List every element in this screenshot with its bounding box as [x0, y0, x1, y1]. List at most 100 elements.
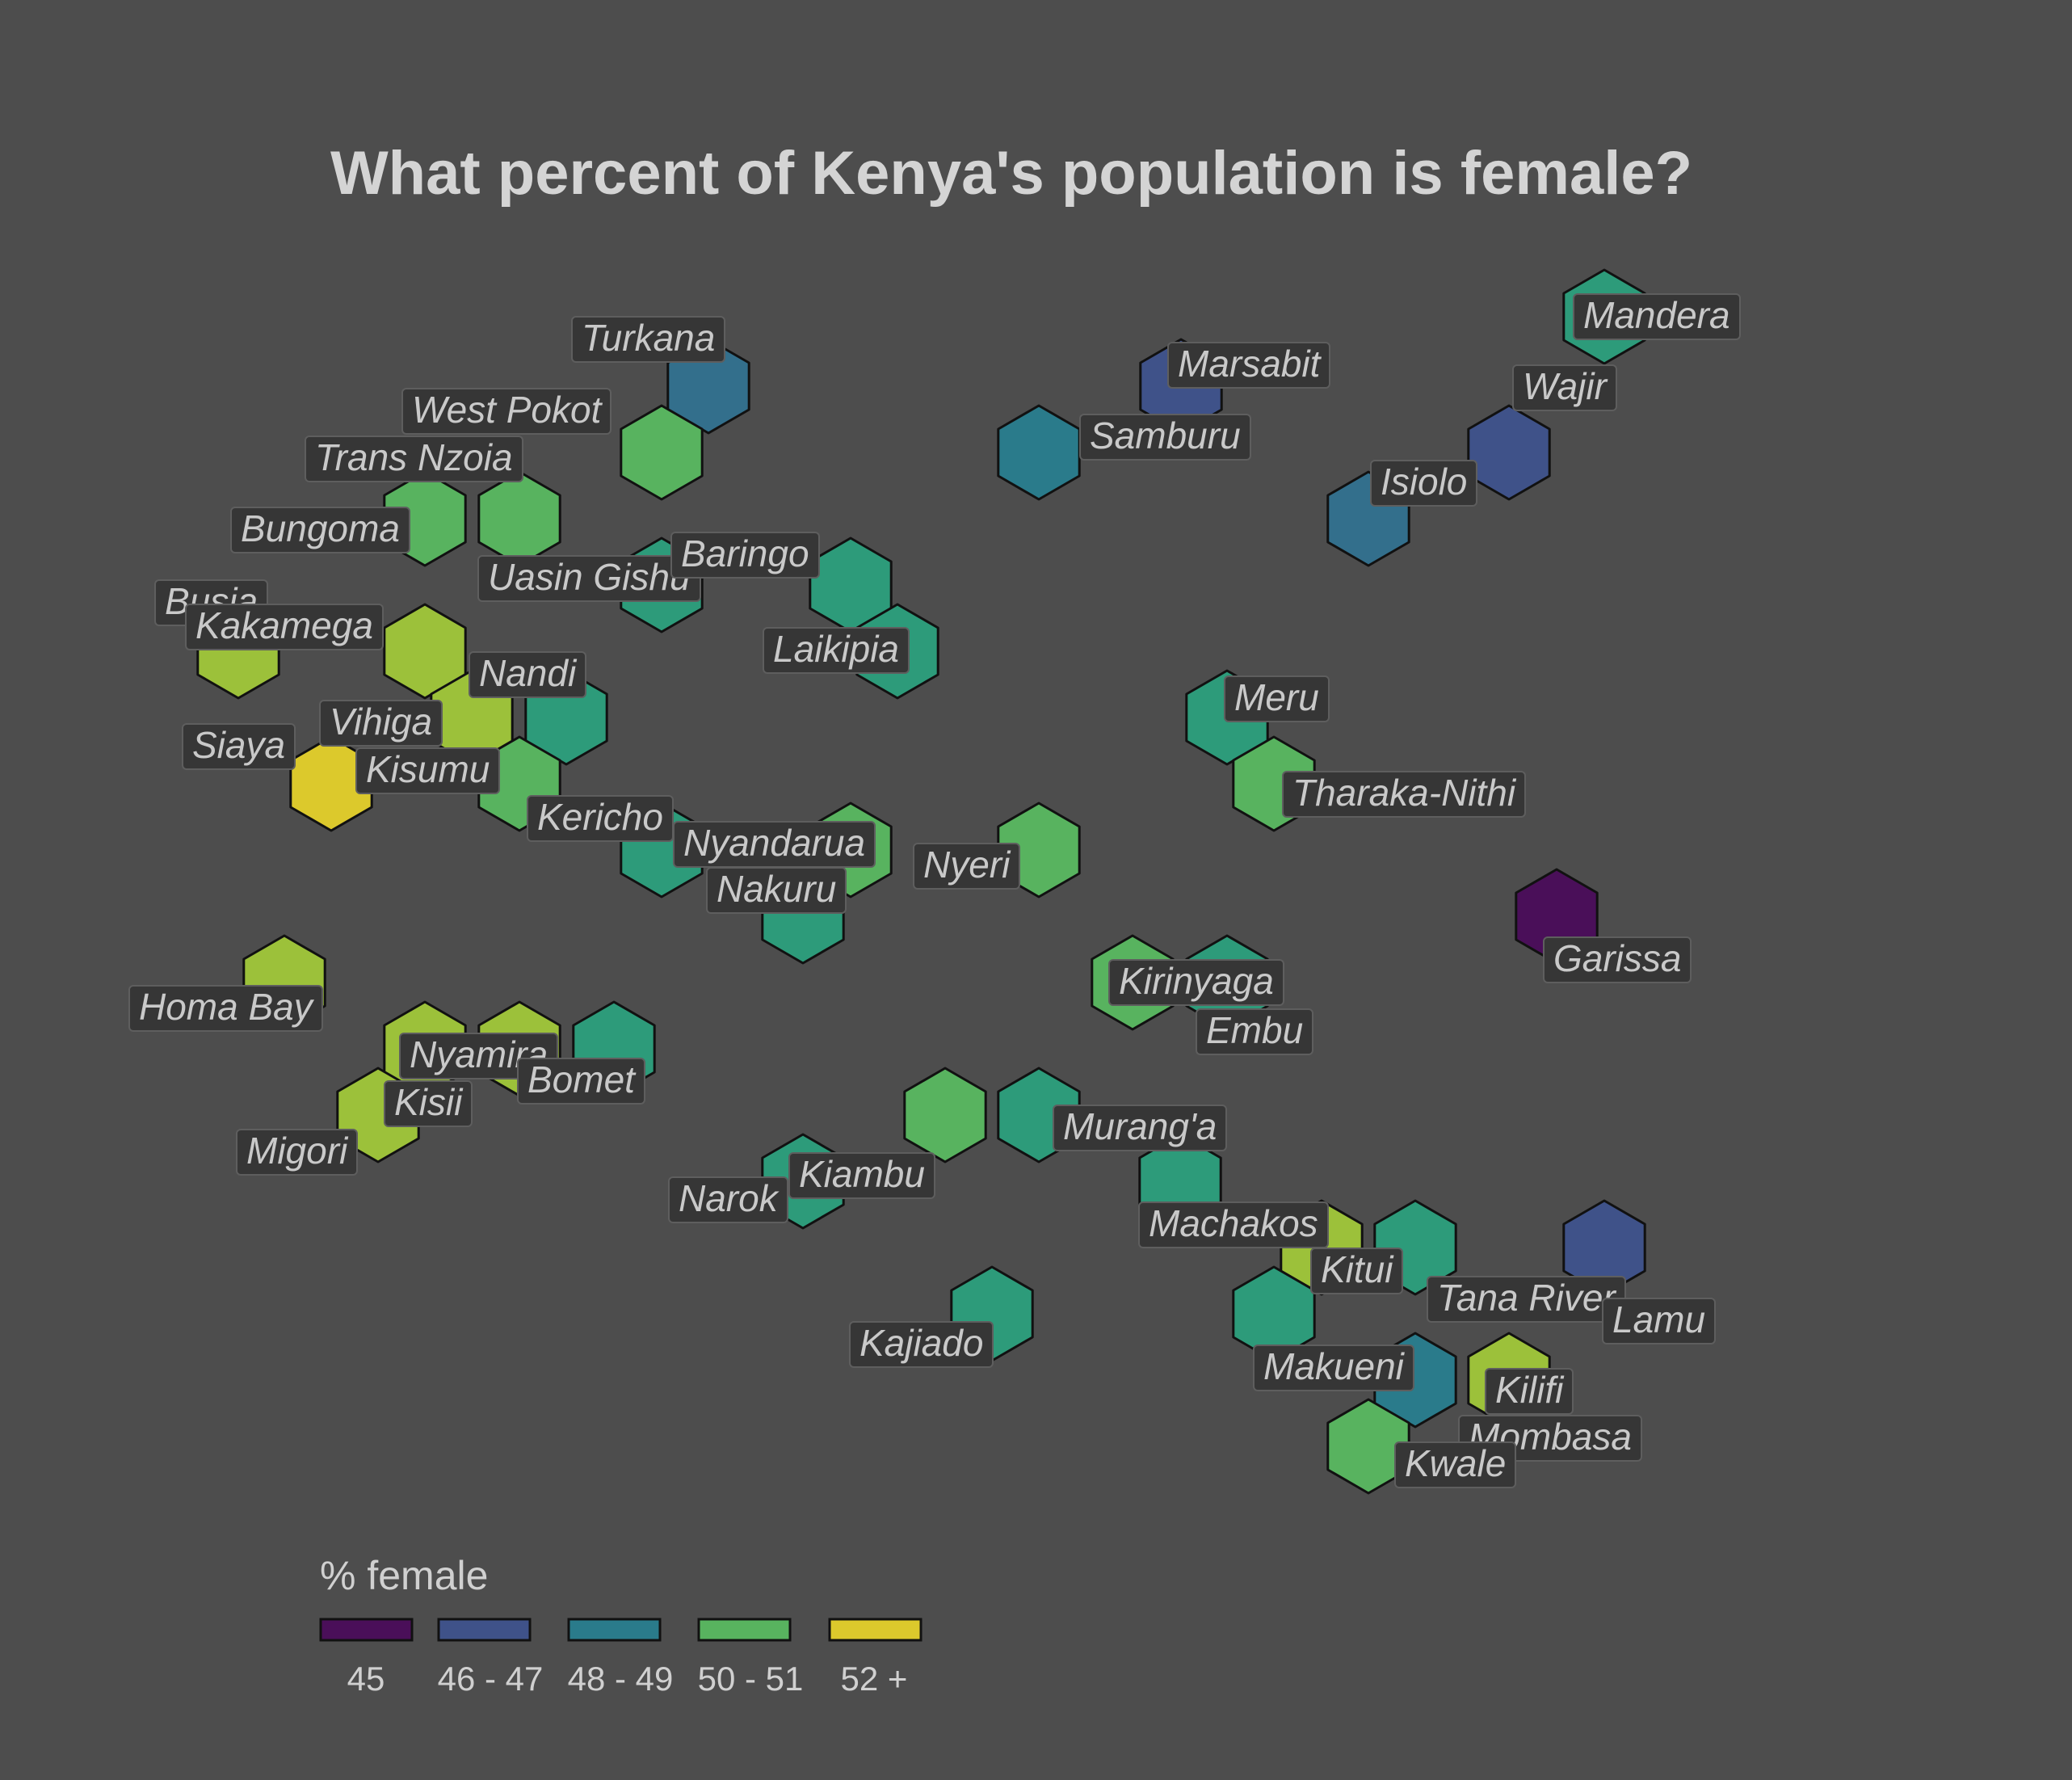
label-text-kirinyaga: Kirinyaga: [1119, 960, 1274, 1002]
label-text-nyeri: Nyeri: [923, 844, 1011, 886]
label-tana-river: Tana River: [1427, 1276, 1626, 1323]
legend: % female 45 46 - 47 48 - 49 50 - 51 52 +: [319, 1553, 923, 1698]
hex-west-pokot: [620, 404, 704, 501]
label-wajir: Wajir: [1512, 364, 1617, 411]
label-text-kericho: Kericho: [537, 796, 663, 838]
label-text-marsabit: Marsabit: [1178, 343, 1322, 385]
legend-key-3: [697, 1618, 792, 1642]
label-box-machakos: [1138, 1201, 1329, 1248]
label-box-nakuru: [706, 867, 847, 914]
label-text-trans-nzoia: Trans Nzoia: [315, 436, 513, 478]
label-text-samburu: Samburu: [1090, 414, 1241, 457]
legend-label-2: 48 - 49: [568, 1660, 674, 1698]
label-box-kirinyaga: [1108, 959, 1284, 1006]
label-text-tana-river: Tana River: [1437, 1277, 1616, 1319]
label-migori: Migori: [236, 1129, 358, 1176]
label-text-kisumu: Kisumu: [366, 748, 490, 790]
label-narok: Narok: [668, 1176, 788, 1223]
label-box-marsabit: [1167, 342, 1330, 389]
label-marsabit: Marsabit: [1167, 342, 1330, 389]
label-text-bungoma: Bungoma: [241, 507, 400, 549]
label-siaya: Siaya: [182, 723, 296, 770]
label-kakamega: Kakamega: [185, 604, 384, 650]
legend-key-2: [567, 1618, 662, 1642]
label-box-wajir: [1512, 364, 1617, 411]
label-kericho: Kericho: [527, 795, 674, 842]
label-box-kiambu: [788, 1152, 935, 1199]
label-text-kitui: Kitui: [1321, 1248, 1394, 1290]
legend-key-0: [319, 1618, 414, 1642]
legend-label-4: 52 +: [841, 1660, 908, 1698]
label-box-embu: [1196, 1008, 1313, 1055]
label-meru: Meru: [1224, 675, 1330, 722]
label-box-baringo: [670, 532, 820, 579]
label-uasin-gishu: Uasin Gishu: [477, 555, 701, 602]
label-text-narok: Narok: [679, 1177, 780, 1219]
label-kitui: Kitui: [1310, 1248, 1403, 1294]
label-samburu: Samburu: [1079, 414, 1251, 461]
legend-key-4: [828, 1618, 923, 1642]
label-kilifi: Kilifi: [1485, 1368, 1574, 1415]
label-text-kilifi: Kilifi: [1495, 1369, 1565, 1411]
label-box-kitui: [1310, 1248, 1403, 1294]
label-west-pokot: West Pokot: [401, 388, 612, 435]
label-box-samburu: [1079, 414, 1251, 461]
hex-kwale: [1326, 1398, 1410, 1495]
label-lamu: Lamu: [1602, 1298, 1716, 1344]
label-text-embu: Embu: [1206, 1009, 1303, 1051]
label-box-kajiado: [849, 1321, 994, 1368]
label-makueni: Makueni: [1253, 1344, 1414, 1391]
label-text-makueni: Makueni: [1263, 1345, 1406, 1387]
label-trans-nzoia: Trans Nzoia: [305, 436, 523, 482]
hex-kakamega: [383, 603, 467, 700]
label-box-homa-bay: [128, 985, 323, 1032]
label-box-nandi: [469, 651, 586, 698]
label-text-garissa: Garissa: [1553, 937, 1681, 979]
label-box-mandera: [1573, 293, 1741, 340]
label-text-meru: Meru: [1234, 676, 1319, 718]
label-box-meru: [1224, 675, 1330, 722]
label-box-kisumu: [355, 747, 500, 794]
label-text-wajir: Wajir: [1523, 365, 1608, 407]
county-labels: Turkana West Pokot Marsabit Samburu Mandera W…: [128, 293, 1741, 1488]
label-text-murang-a: Murang'a: [1063, 1105, 1217, 1147]
label-text-lamu: Lamu: [1612, 1298, 1705, 1340]
label-nakuru: Nakuru: [706, 867, 847, 914]
label-text-nandi: Nandi: [479, 652, 578, 694]
label-kajiado: Kajiado: [849, 1321, 994, 1368]
label-box-bomet: [517, 1058, 645, 1105]
label-turkana: Turkana: [571, 316, 725, 363]
label-machakos: Machakos: [1138, 1201, 1329, 1248]
legend-label-1: 46 - 47: [438, 1660, 544, 1698]
label-text-kisii: Kisii: [394, 1081, 464, 1123]
label-box-makueni: [1253, 1344, 1414, 1391]
label-text-machakos: Machakos: [1149, 1202, 1318, 1244]
legend-title: % female: [320, 1553, 488, 1598]
label-text-vihiga: Vihiga: [330, 701, 432, 743]
label-box-isiolo: [1370, 460, 1477, 507]
label-baringo: Baringo: [670, 532, 820, 579]
label-text-bomet: Bomet: [527, 1058, 637, 1100]
label-box-narok: [668, 1176, 788, 1223]
hex-wajir: [1467, 404, 1551, 501]
label-box-kisii: [384, 1080, 473, 1127]
label-mandera: Mandera: [1573, 293, 1741, 340]
label-text-kwale: Kwale: [1405, 1442, 1506, 1484]
hex-trans-nzoia: [477, 470, 561, 567]
label-kisumu: Kisumu: [355, 747, 500, 794]
label-text-kiambu: Kiambu: [799, 1153, 925, 1195]
label-box-trans-nzoia: [305, 436, 523, 482]
label-box-turkana: [571, 316, 725, 363]
label-box-laikipia: [763, 627, 910, 674]
label-text-nakuru: Nakuru: [717, 868, 836, 910]
label-text-nyandarua: Nyandarua: [683, 822, 865, 864]
label-box-kakamega: [185, 604, 384, 650]
label-box-kwale: [1394, 1441, 1516, 1488]
label-text-turkana: Turkana: [582, 317, 715, 359]
label-nandi: Nandi: [469, 651, 586, 698]
label-kwale: Kwale: [1394, 1441, 1516, 1488]
label-box-nyeri: [913, 843, 1020, 890]
label-text-isiolo: Isiolo: [1381, 461, 1467, 503]
label-isiolo: Isiolo: [1370, 460, 1477, 507]
